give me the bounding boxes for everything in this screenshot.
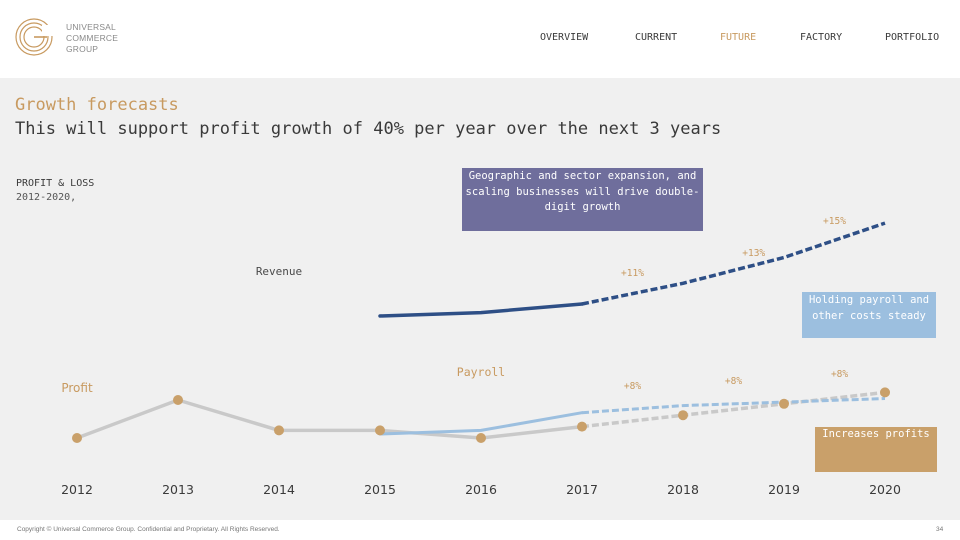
nav-portfolio[interactable]: PORTFOLIO: [885, 32, 940, 43]
x-tick-2015: 2015: [364, 482, 396, 497]
page-subtitle: This will support profit growth of 40% p…: [15, 119, 722, 139]
payroll-growth-label-2: +8%: [831, 369, 848, 380]
chart-subtitle: 2012-2020,: [16, 192, 77, 203]
nav-future[interactable]: FUTURE: [720, 32, 757, 43]
logo-wordmark: UNIVERSAL COMMERCE GROUP: [66, 22, 119, 54]
revenue-label: Revenue: [256, 265, 302, 278]
revenue-line-actual: [378, 302, 584, 318]
revenue-growth-label-2: +15%: [823, 216, 846, 227]
profit-point-2017: [577, 421, 587, 432]
nav-overview[interactable]: OVERVIEW: [540, 32, 589, 43]
page-number: 34: [936, 526, 944, 533]
footer-copyright: Copyright © Universal Commerce Group. Co…: [17, 526, 280, 533]
payroll-line-forecast: [581, 397, 886, 415]
payroll-growth-label-0: +8%: [624, 381, 641, 392]
logo-emblem-icon: [15, 18, 54, 56]
profit-point-2014: [274, 425, 284, 436]
profit-line-actual: [75, 398, 584, 440]
revenue-growth-label-0: +11%: [621, 268, 644, 279]
profit-point-2016: [476, 433, 486, 443]
profit-point-2019: [779, 398, 789, 409]
chart-title: PROFIT & LOSS: [16, 178, 95, 189]
x-tick-2017: 2017: [566, 482, 598, 497]
profit-line-forecast: [581, 390, 886, 429]
x-tick-2018: 2018: [667, 482, 699, 497]
profit-point-2013: [173, 395, 183, 405]
header: UNIVERSAL COMMERCE GROUP OVERVIEW CURREN…: [0, 0, 960, 78]
revenue-line-forecast: [581, 221, 886, 306]
x-tick-2020: 2020: [869, 482, 901, 497]
x-tick-2019: 2019: [768, 482, 800, 497]
callout-profits: Increases profits: [815, 427, 937, 472]
profit-point-2012: [72, 433, 82, 443]
profit-point-2015: [375, 425, 385, 436]
callout-payroll: Holding payroll and other costs steady: [802, 292, 936, 338]
revenue-growth-label-1: +13%: [742, 248, 765, 259]
profit-label: Profit: [61, 381, 93, 395]
payroll-growth-label-1: +8%: [725, 376, 742, 387]
x-tick-2016: 2016: [465, 482, 497, 497]
profit-point-2020: [880, 387, 890, 398]
nav-current[interactable]: CURRENT: [635, 32, 678, 43]
logo[interactable]: UNIVERSAL COMMERCE GROUP: [14, 15, 134, 63]
page-title: Growth forecasts: [15, 95, 179, 115]
content-area: [0, 78, 960, 520]
payroll-label: Payroll: [457, 365, 505, 379]
profit-point-2018: [678, 410, 688, 421]
payroll-line-actual: [378, 411, 584, 436]
x-tick-2012: 2012: [61, 482, 93, 497]
x-tick-2014: 2014: [263, 482, 295, 497]
x-tick-2013: 2013: [162, 482, 194, 497]
nav-factory[interactable]: FACTORY: [800, 32, 843, 43]
callout-growth: Geographic and sector expansion, and sca…: [462, 168, 703, 231]
